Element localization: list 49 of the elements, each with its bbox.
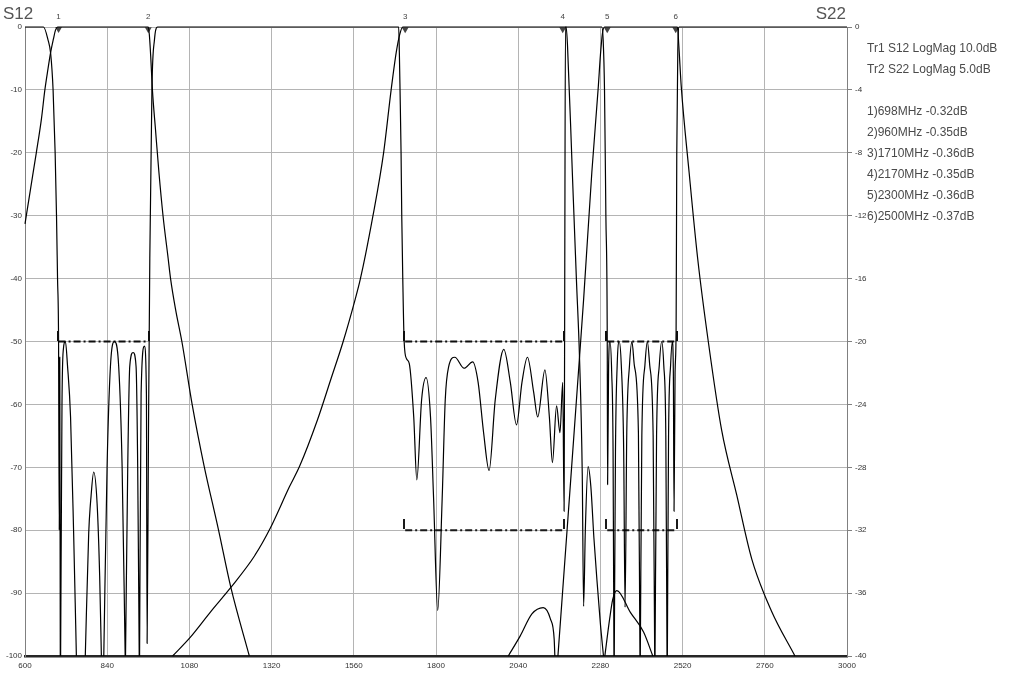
y-tick-label: -60 bbox=[10, 399, 23, 409]
y2-tick-label: -4 bbox=[855, 85, 863, 95]
x-tick-label: 1560 bbox=[344, 661, 364, 670]
y2-tick-label: -20 bbox=[855, 336, 868, 346]
series-label: 3 bbox=[402, 12, 408, 22]
y2-tick-label: -24 bbox=[855, 399, 868, 409]
y2-tick-label: -16 bbox=[855, 273, 868, 283]
series-label: 5 bbox=[605, 12, 611, 22]
y2-tick-label: -12 bbox=[855, 210, 868, 220]
x-tick-label: 600 bbox=[18, 661, 33, 670]
text: Tr2 S22 LogMag 5.0dB bbox=[867, 61, 991, 77]
y-tick-label: -80 bbox=[10, 525, 23, 535]
y2-tick-label: 0 bbox=[855, 22, 860, 32]
y-tick-label: -10 bbox=[10, 85, 23, 95]
y2-tick-label: -32 bbox=[855, 525, 868, 535]
text: Tr1 S12 LogMag 10.0dB bbox=[867, 40, 998, 56]
text: 4)2170MHz -0.35dB bbox=[867, 166, 975, 182]
y-tick-label: -100 bbox=[5, 651, 23, 661]
text: 2)960MHz -0.35dB bbox=[867, 124, 968, 140]
series-label: 4 bbox=[560, 12, 566, 22]
y-axis-title: S12 bbox=[3, 4, 34, 23]
series-label: 6 bbox=[673, 12, 679, 22]
y2-tick-label: -28 bbox=[855, 462, 868, 472]
text: 3)1710MHz -0.36dB bbox=[867, 145, 975, 161]
y-tick-label: -50 bbox=[10, 336, 23, 346]
y-tick-label: -30 bbox=[10, 210, 23, 220]
series-label: 1 bbox=[56, 12, 62, 22]
x-tick-label: 2040 bbox=[509, 661, 528, 670]
y-tick-label: -70 bbox=[10, 462, 23, 472]
y2-tick-label: -8 bbox=[855, 148, 863, 157]
x-tick-label: 1320 bbox=[262, 661, 282, 670]
text: 1)698MHz -0.32dB bbox=[867, 103, 968, 119]
x-tick-label: 1800 bbox=[427, 661, 446, 670]
x-tick-label: 840 bbox=[100, 661, 115, 670]
y-tick-label: -40 bbox=[10, 273, 23, 283]
x-tick-label: 2760 bbox=[755, 661, 775, 670]
y2-tick-label: -40 bbox=[855, 651, 868, 661]
y-tick-label: 0 bbox=[17, 22, 23, 32]
text: 6)2500MHz -0.37dB bbox=[867, 208, 975, 224]
y2-axis-title: S22 bbox=[815, 4, 846, 23]
x-tick-label: 1080 bbox=[180, 661, 199, 670]
y-tick-label: -90 bbox=[10, 588, 23, 598]
x-tick-label: 3000 bbox=[838, 661, 857, 670]
y-tick-label: -20 bbox=[10, 148, 23, 157]
y2-tick-label: -36 bbox=[855, 588, 868, 598]
x-tick-label: 2520 bbox=[673, 661, 693, 670]
text: 5)2300MHz -0.36dB bbox=[867, 187, 975, 203]
x-tick-label: 2280 bbox=[591, 661, 610, 670]
series-label: 2 bbox=[146, 12, 152, 22]
